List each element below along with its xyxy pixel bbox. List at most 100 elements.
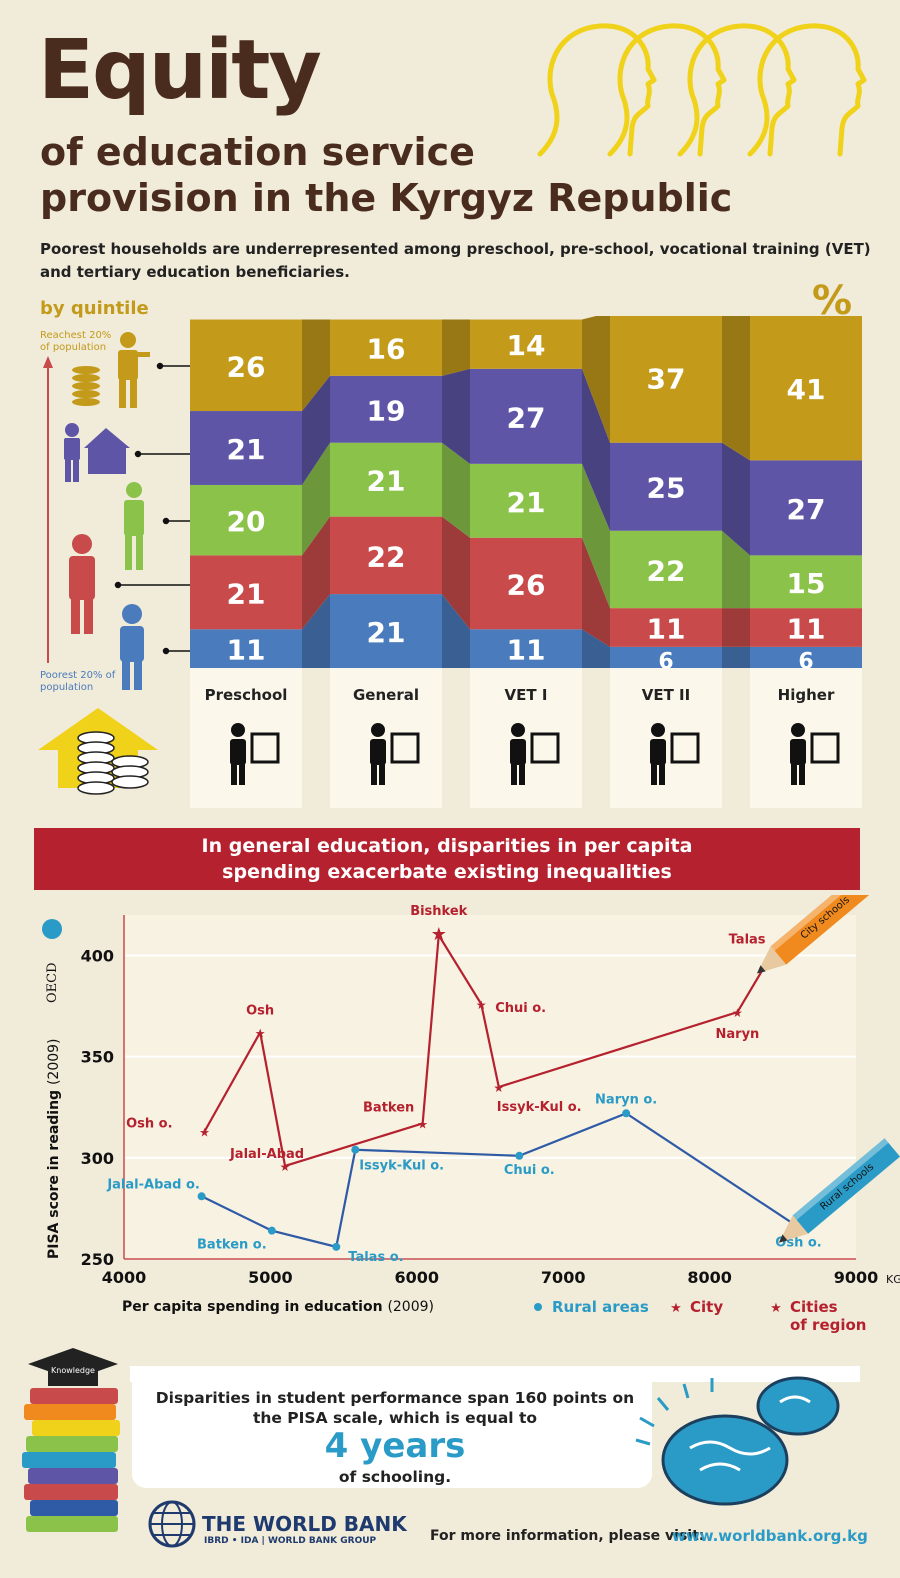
page-subtitle-line2: provision in the Kyrgyz Republic (40, 176, 733, 220)
stack-segment (750, 646, 862, 668)
quintile-arrow-head (43, 356, 53, 368)
bar-connector (442, 319, 470, 376)
rural-point (515, 1151, 524, 1160)
rural-point (197, 1192, 206, 1201)
segment-value-label: 22 (367, 540, 406, 573)
spending-banner: In general education, disparities in per… (34, 828, 860, 890)
data-point-label: Bishkek (410, 904, 467, 919)
stack-segment (330, 319, 442, 376)
richest-quintile-label: Reachest 20% of population (40, 330, 112, 353)
city-point: ★ (431, 924, 447, 945)
stack-segment (330, 594, 442, 668)
segment-value-label: 37 (647, 363, 686, 396)
category-pictogram-icon (370, 723, 420, 785)
category-panel (330, 668, 442, 808)
stack-segment (610, 530, 722, 609)
bar-connector (302, 375, 330, 485)
y-axis-year: (2009) (46, 1038, 62, 1085)
stack-segment (190, 555, 302, 630)
bar-connector (302, 319, 330, 412)
page-title: Equity (38, 23, 322, 118)
house-person-icon (64, 423, 130, 482)
bar-connector (582, 316, 610, 443)
legend-marker: ★ (770, 1301, 782, 1316)
oecd-label: OECD (45, 962, 60, 1003)
bar-connector (442, 594, 470, 668)
oecd-logo-icon (42, 919, 62, 939)
data-point-label: Chui o. (504, 1163, 555, 1178)
segment-value-label: 26 (227, 350, 266, 383)
summary-text-end: of schooling. (338, 1468, 452, 1486)
stack-segment (750, 460, 862, 556)
category-panel (190, 668, 302, 808)
category-panel (750, 668, 862, 808)
website-link[interactable]: www.worldbank.org.kg (672, 1527, 868, 1545)
segment-value-label: 6 (658, 649, 673, 674)
category-panel (470, 668, 582, 808)
summary-text: Disparities in student performance span … (155, 1389, 635, 1428)
poor-person-icon (120, 604, 144, 690)
stack-segment (750, 316, 862, 461)
x-tick-label: 4000 (102, 1268, 147, 1287)
world-bank-subtitle: IBRD • IDA | WORLD BANK GROUP (204, 1536, 377, 1546)
book-label: Knowledge (51, 1366, 95, 1375)
data-point-label: Jalal-Abad (229, 1147, 304, 1162)
world-bank-name: THE WORLD BANK (202, 1512, 407, 1536)
x-axis-title: Per capita spending in education (2009) (122, 1299, 434, 1315)
category-panel (610, 668, 722, 808)
rural-point (622, 1109, 631, 1118)
bar-connector (442, 442, 470, 538)
stack-segment (190, 484, 302, 556)
bar-connector (582, 368, 610, 531)
y-tick-label: 350 (81, 1048, 114, 1067)
y-tick-label: 250 (81, 1250, 114, 1269)
data-point-label: Osh o. (126, 1117, 172, 1132)
x-tick-label: 8000 (687, 1268, 732, 1287)
stack-segment (190, 629, 302, 668)
bar-connector (302, 594, 330, 668)
stack-segment (330, 375, 442, 443)
rural-point (351, 1145, 360, 1154)
more-info-text: For more information, please visit: (430, 1528, 705, 1544)
stack-segment (470, 629, 582, 668)
bar-connector (722, 608, 750, 647)
legend-marker: ★ (670, 1301, 682, 1316)
city-series-line (203, 931, 773, 1168)
stack-segment (330, 516, 442, 595)
rich-person-icon (118, 332, 150, 408)
legend-label: Rural areas (552, 1298, 649, 1316)
segment-value-label: 27 (787, 493, 826, 526)
category-label: General (353, 686, 419, 704)
category-label: Preschool (205, 686, 288, 704)
segment-value-label: 25 (647, 472, 686, 505)
plot-area (124, 915, 856, 1259)
bar-connector (722, 530, 750, 609)
poorest-quintile-label: Poorest 20% of population (40, 670, 116, 693)
city-point: ★ (280, 1160, 291, 1174)
page-subtitle-line1: of education service (40, 130, 475, 174)
data-point-label: Issyk-Kul o. (359, 1159, 444, 1174)
x-axis-year: (2009) (387, 1299, 434, 1315)
segment-value-label: 21 (367, 465, 406, 498)
category-label: VET II (642, 686, 690, 704)
category-label: Higher (778, 686, 835, 704)
data-point-label: Talas (729, 932, 766, 947)
stack-segment (610, 442, 722, 531)
data-point-label: Chui o. (495, 1001, 546, 1016)
legend-label-line: Cities (790, 1298, 838, 1316)
data-point-label: Naryn o. (595, 1092, 657, 1107)
bar-connector (302, 442, 330, 556)
segment-value-label: 11 (787, 613, 826, 646)
y-axis-title: PISA score in reading (2009) (46, 1038, 62, 1259)
segment-value-label: 11 (647, 613, 686, 646)
coins-icon (72, 366, 100, 406)
city-point: ★ (732, 1006, 743, 1020)
bar-connector (582, 537, 610, 647)
stack-segment (470, 368, 582, 464)
bar-connector (722, 646, 750, 668)
bar-connector (582, 629, 610, 668)
worker-person-icon (69, 534, 95, 634)
stack-segment (470, 463, 582, 538)
segment-value-label: 19 (367, 394, 406, 427)
segment-value-label: 6 (798, 649, 813, 674)
